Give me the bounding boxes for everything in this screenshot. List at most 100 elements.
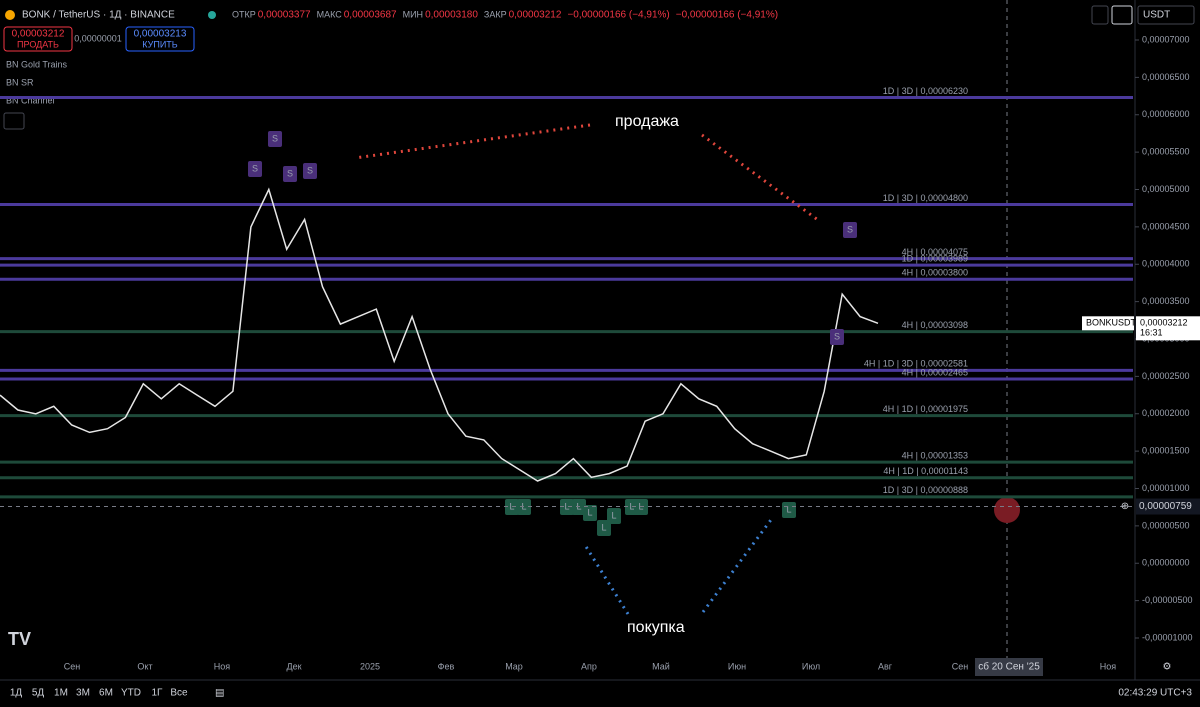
crosshair-price-box	[1136, 498, 1200, 515]
x-tick-label: Дек	[286, 661, 301, 671]
sell-signal-box	[843, 222, 857, 238]
x-tick-label: 2025	[360, 661, 380, 671]
x-tick-label: Сен	[64, 661, 81, 671]
cursor-date-box	[975, 658, 1043, 676]
y-tick-label: 0,00002000	[1142, 408, 1190, 418]
crosshair-dot	[994, 497, 1020, 523]
level-label: 4H | 1D | 0,00001143	[883, 466, 968, 476]
buy-signal-box	[583, 505, 597, 521]
buy-signal: L	[601, 522, 606, 532]
sell-button[interactable]	[3, 26, 73, 52]
logo: TV	[8, 629, 31, 649]
refresh-button[interactable]	[1111, 5, 1133, 25]
price-line	[0, 187, 879, 482]
range-button[interactable]: YTD	[121, 688, 141, 699]
spread: 0,00000001	[74, 33, 122, 43]
change: −0,00000166 (−4,91%)	[567, 10, 669, 21]
sell-signal: S	[287, 168, 293, 178]
x-tick-label: Апр	[581, 661, 597, 671]
countdown: 16:31	[1140, 328, 1163, 338]
level-label: 1D | 3D | 0,00000888	[883, 485, 968, 495]
range-button[interactable]: 1Г	[152, 688, 164, 699]
x-tick-label: Июн	[728, 661, 746, 671]
level-label: 4H | 0,00004075	[902, 247, 968, 257]
level-label: 4H | 0,00002465	[902, 367, 968, 377]
x-tick-label: Ноя	[214, 661, 231, 671]
date-range-icon[interactable]: ▤	[215, 688, 224, 699]
buy-price: 0,00003213	[134, 29, 187, 40]
ohlc-value: 0,00003212	[509, 10, 562, 21]
range-button[interactable]: 1Д	[10, 688, 23, 699]
buy-signal-box	[782, 502, 796, 518]
indicator: BN SR	[6, 77, 34, 87]
ohlc-key: ЗАКР	[484, 9, 507, 19]
level-label: 4H | 1D | 3D | 0,00002581	[864, 359, 968, 369]
crosshair-add: ⊕	[1121, 501, 1129, 512]
buy-arrow	[701, 516, 775, 613]
ticker: BONKUSDT	[1086, 318, 1137, 328]
y-tick-label: 0,00007000	[1142, 34, 1190, 44]
y-tick-label: 0,00004000	[1142, 259, 1190, 269]
buy-button[interactable]	[125, 26, 195, 52]
crosshair-price: 0,00000759	[1139, 501, 1192, 512]
range-button[interactable]: Все	[170, 688, 188, 699]
x-tick-label: Сен	[952, 661, 969, 671]
buy-signal-box	[597, 520, 611, 536]
currency-select[interactable]	[1137, 5, 1195, 25]
buy-signal: L	[564, 501, 569, 511]
x-tick-label: Мар	[505, 661, 523, 671]
sell-arrow	[354, 123, 591, 160]
ohlc-key: МИН	[403, 9, 423, 19]
change-percent: −0,00000166 (−4,91%)	[676, 10, 778, 21]
level-label: 1D | 3D | 0,00004800	[883, 193, 968, 203]
sell-signal-box	[830, 329, 844, 345]
y-tick-label: -0,00000500	[1142, 595, 1193, 605]
ohlc-value: 0,00003687	[344, 10, 397, 21]
sell-signal-box	[248, 161, 262, 177]
last-price: 0,00003212	[1140, 318, 1188, 328]
y-tick-label: 0,00001000	[1142, 483, 1190, 493]
y-tick-label: 0,00003500	[1142, 296, 1190, 306]
level-label: 4H | 0,00003800	[902, 268, 968, 278]
buy-label: КУПИТЬ	[142, 39, 177, 49]
y-tick-label: 0,00005000	[1142, 184, 1190, 194]
settings-icon[interactable]: ⚙	[1163, 662, 1172, 673]
sell-signal: S	[252, 163, 258, 173]
range-button[interactable]: 1М	[54, 688, 68, 699]
status-dot	[208, 11, 216, 19]
currency: USDT	[1143, 10, 1170, 21]
sell-label: ПРОДАТЬ	[17, 39, 59, 49]
last-price-box	[1136, 316, 1200, 341]
sell-signal: S	[847, 224, 853, 234]
range-button[interactable]: 3М	[76, 688, 90, 699]
x-tick-label: Июл	[802, 661, 820, 671]
ohlc-key: ОТКР	[232, 9, 256, 19]
ohlc-value: 0,00003180	[425, 10, 478, 21]
x-tick-label: Фев	[438, 661, 455, 671]
y-tick-label: 0,00000500	[1142, 520, 1190, 530]
y-tick-label: 0,00006500	[1142, 72, 1190, 82]
buy-signal-box	[560, 499, 574, 515]
sell-arrow	[701, 133, 819, 222]
y-tick-label: 0,00004500	[1142, 221, 1190, 231]
y-tick-label: 0,00000000	[1142, 558, 1190, 568]
range-button[interactable]: 5Д	[32, 688, 45, 699]
y-tick-label: 0,00005500	[1142, 147, 1190, 157]
ohlc-value: 0,00003377	[258, 10, 311, 21]
y-tick-label: 0,00001500	[1142, 446, 1190, 456]
range-button[interactable]: 6М	[99, 688, 113, 699]
clock: 02:43:29 UTC+3	[1118, 688, 1192, 699]
download-button[interactable]	[1091, 5, 1109, 25]
sell-signal: S	[307, 165, 313, 175]
sell-signal-box	[303, 163, 317, 179]
level-label: 4H | 0,00001353	[902, 450, 968, 460]
sell-signal-box	[283, 166, 297, 182]
x-tick-label: Ноя	[1100, 661, 1117, 671]
collapse-button[interactable]	[3, 112, 25, 130]
y-tick-label: 0,00006000	[1142, 109, 1190, 119]
buy-signal: L	[587, 507, 592, 517]
ohlc-key: МАКС	[317, 9, 343, 19]
x-tick-label: Окт	[137, 661, 152, 671]
